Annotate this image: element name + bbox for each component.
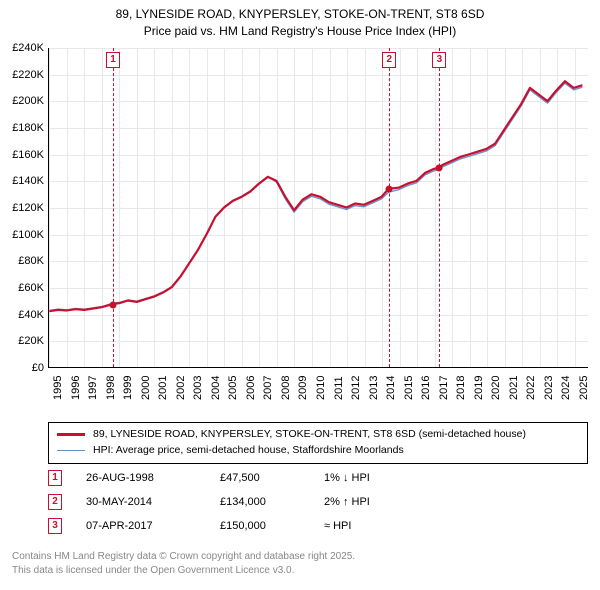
- attribution-line-1: Contains HM Land Registry data © Crown c…: [12, 550, 355, 564]
- x-tick-label: 2022: [525, 376, 537, 400]
- x-tick-label: 2010: [315, 376, 327, 400]
- line-series-layer: [49, 48, 588, 367]
- y-tick-label: £0: [4, 362, 44, 374]
- series-price_paid: [49, 81, 582, 311]
- x-tick-label: 2011: [333, 376, 345, 400]
- y-tick-label: £80K: [4, 255, 44, 267]
- event-delta: ≈ HPI: [324, 520, 444, 532]
- event-date: 07-APR-2017: [86, 520, 196, 532]
- legend: 89, LYNESIDE ROAD, KNYPERSLEY, STOKE-ON-…: [48, 422, 588, 464]
- chart-container: 89, LYNESIDE ROAD, KNYPERSLEY, STOKE-ON-…: [0, 0, 600, 590]
- event-row: 3 07-APR-2017 £150,000 ≈ HPI: [48, 514, 588, 538]
- x-tick-label: 2024: [560, 376, 572, 400]
- x-tick-label: 2001: [157, 376, 169, 400]
- legend-row-1: 89, LYNESIDE ROAD, KNYPERSLEY, STOKE-ON-…: [57, 427, 579, 443]
- event-price: £150,000: [220, 520, 300, 532]
- x-tick-label: 1996: [70, 376, 82, 400]
- title-line-1: 89, LYNESIDE ROAD, KNYPERSLEY, STOKE-ON-…: [0, 6, 600, 23]
- y-tick-label: £200K: [4, 95, 44, 107]
- x-tick-label: 2017: [438, 376, 450, 400]
- y-tick-label: £240K: [4, 42, 44, 54]
- event-badge: 1: [48, 470, 62, 486]
- x-tick-label: 2000: [140, 376, 152, 400]
- x-tick-label: 2003: [192, 376, 204, 400]
- y-tick-label: £140K: [4, 175, 44, 187]
- event-price: £47,500: [220, 472, 300, 484]
- event-delta: 2% ↑ HPI: [324, 496, 444, 508]
- x-tick-label: 2005: [227, 376, 239, 400]
- x-tick-label: 2013: [368, 376, 380, 400]
- y-tick-label: £40K: [4, 309, 44, 321]
- marker-line: [389, 48, 390, 367]
- x-tick-label: 2002: [175, 376, 187, 400]
- y-tick-label: £120K: [4, 202, 44, 214]
- marker-line: [113, 48, 114, 367]
- y-tick-label: £100K: [4, 229, 44, 241]
- event-price: £134,000: [220, 496, 300, 508]
- legend-swatch-blue: [57, 450, 85, 451]
- x-tick-label: 2006: [245, 376, 257, 400]
- series-hpi: [49, 83, 582, 310]
- events-table: 1 26-AUG-1998 £47,500 1% ↓ HPI 2 30-MAY-2014 £…: [48, 466, 588, 538]
- event-row: 2 30-MAY-2014 £134,000 2% ↑ HPI: [48, 490, 588, 514]
- event-delta: 1% ↓ HPI: [324, 472, 444, 484]
- x-tick-label: 2007: [262, 376, 274, 400]
- x-tick-label: 2025: [578, 376, 590, 400]
- attribution: Contains HM Land Registry data © Crown c…: [12, 550, 355, 577]
- y-tick-label: £160K: [4, 149, 44, 161]
- marker-line: [439, 48, 440, 367]
- x-tick-label: 1995: [52, 376, 64, 400]
- x-tick-label: 2014: [385, 376, 397, 400]
- x-tick-label: 2023: [543, 376, 555, 400]
- marker-dot: [386, 186, 393, 193]
- y-tick-label: £220K: [4, 69, 44, 81]
- x-tick-label: 2021: [508, 376, 520, 400]
- marker-dot: [436, 165, 443, 172]
- x-tick-label: 2015: [403, 376, 415, 400]
- x-tick-label: 2012: [350, 376, 362, 400]
- x-tick-label: 2016: [420, 376, 432, 400]
- x-tick-label: 1997: [87, 376, 99, 400]
- event-badge: 3: [48, 518, 62, 534]
- event-date: 30-MAY-2014: [86, 496, 196, 508]
- y-tick-label: £20K: [4, 335, 44, 347]
- marker-dot: [109, 301, 116, 308]
- x-tick-label: 2004: [210, 376, 222, 400]
- legend-row-2: HPI: Average price, semi-detached house,…: [57, 443, 579, 459]
- marker-badge: 1: [106, 52, 120, 68]
- attribution-line-2: This data is licensed under the Open Gov…: [12, 564, 355, 578]
- legend-label-1: 89, LYNESIDE ROAD, KNYPERSLEY, STOKE-ON-…: [93, 427, 526, 443]
- y-tick-label: £60K: [4, 282, 44, 294]
- event-date: 26-AUG-1998: [86, 472, 196, 484]
- x-tick-label: 2020: [490, 376, 502, 400]
- chart-plot-area: 1 2 3: [48, 48, 588, 368]
- title-block: 89, LYNESIDE ROAD, KNYPERSLEY, STOKE-ON-…: [0, 0, 600, 40]
- x-tick-label: 2019: [473, 376, 485, 400]
- marker-badge: 2: [382, 52, 396, 68]
- legend-label-2: HPI: Average price, semi-detached house,…: [93, 443, 404, 459]
- x-tick-label: 2008: [280, 376, 292, 400]
- x-tick-label: 1998: [105, 376, 117, 400]
- event-badge: 2: [48, 494, 62, 510]
- legend-swatch-red: [57, 433, 85, 436]
- event-row: 1 26-AUG-1998 £47,500 1% ↓ HPI: [48, 466, 588, 490]
- marker-badge: 3: [432, 52, 446, 68]
- title-line-2: Price paid vs. HM Land Registry's House …: [0, 23, 600, 40]
- y-tick-label: £180K: [4, 122, 44, 134]
- x-tick-label: 1999: [122, 376, 134, 400]
- x-tick-label: 2009: [297, 376, 309, 400]
- x-tick-label: 2018: [455, 376, 467, 400]
